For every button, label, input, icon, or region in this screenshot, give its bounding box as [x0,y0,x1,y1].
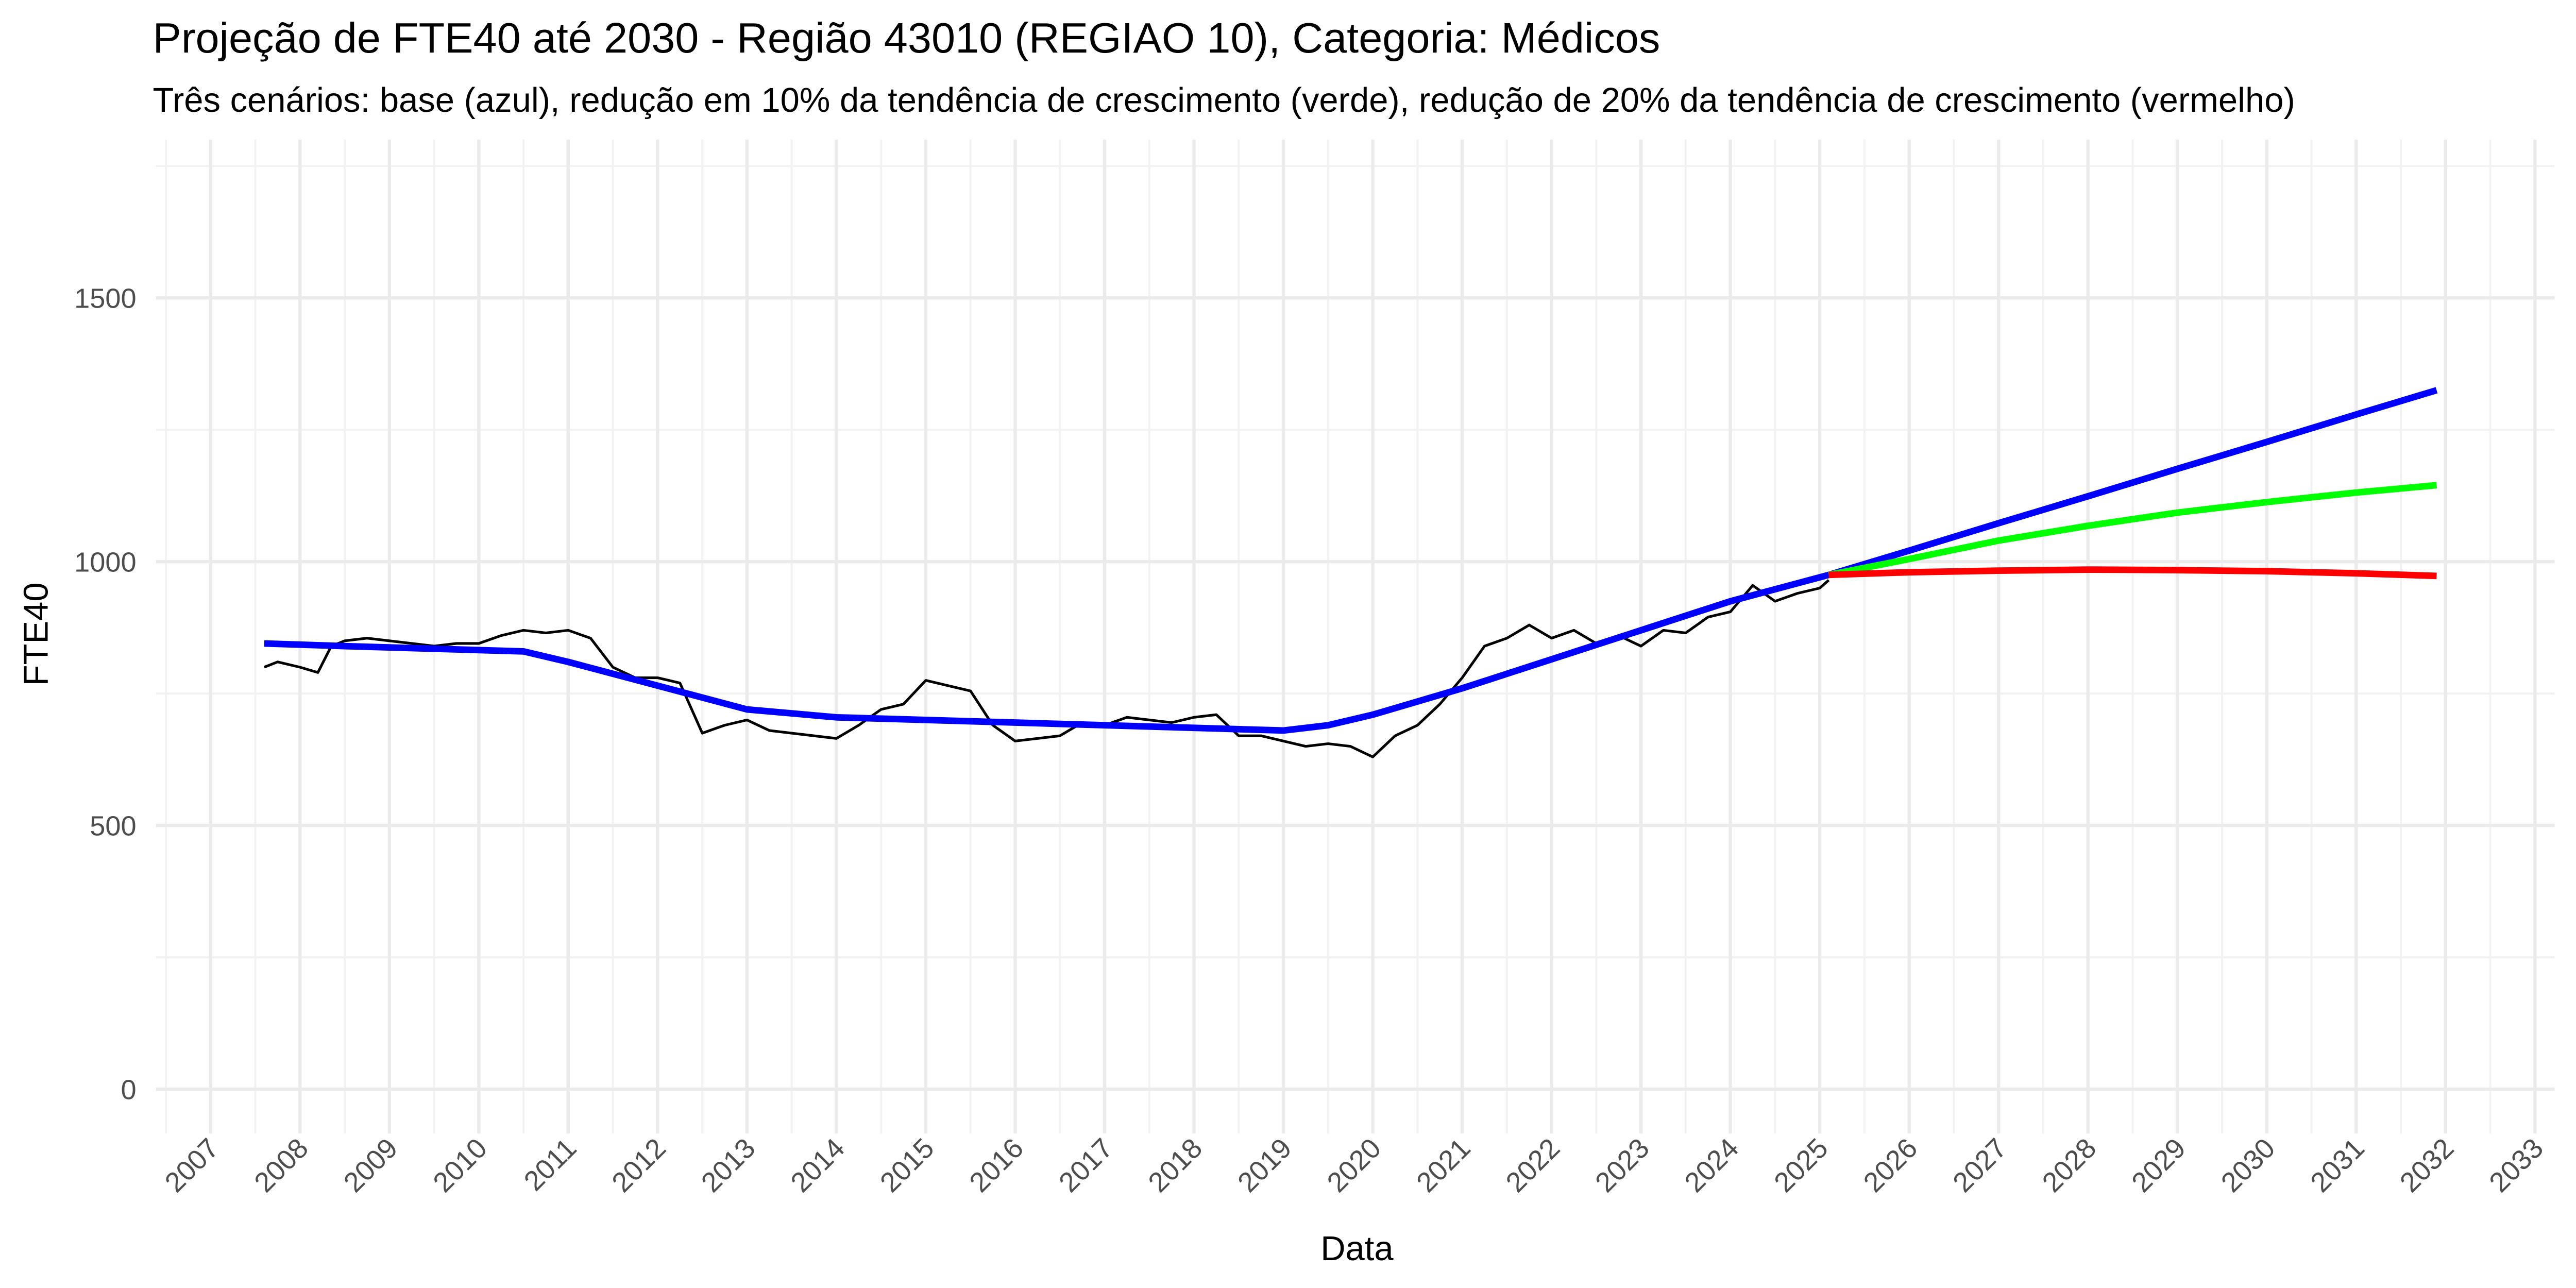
y-tick-label: 0 [121,1074,137,1105]
y-tick-label: 1500 [74,283,137,314]
chart-title: Projeção de FTE40 até 2030 - Região 4301… [153,14,1660,62]
series-line [1828,482,2437,579]
x-axis-title: Data [1320,1229,1394,1268]
chart-subtitle: Três cenários: base (azul), redução em 1… [153,81,2295,120]
series-line [1828,566,2437,580]
plot-area [263,387,2438,758]
y-axis-title: FTE40 [16,582,55,686]
series-line [264,387,2438,734]
y-tick-label: 500 [90,810,136,841]
series-line [263,579,1830,758]
y-tick-label: 1000 [74,547,137,578]
